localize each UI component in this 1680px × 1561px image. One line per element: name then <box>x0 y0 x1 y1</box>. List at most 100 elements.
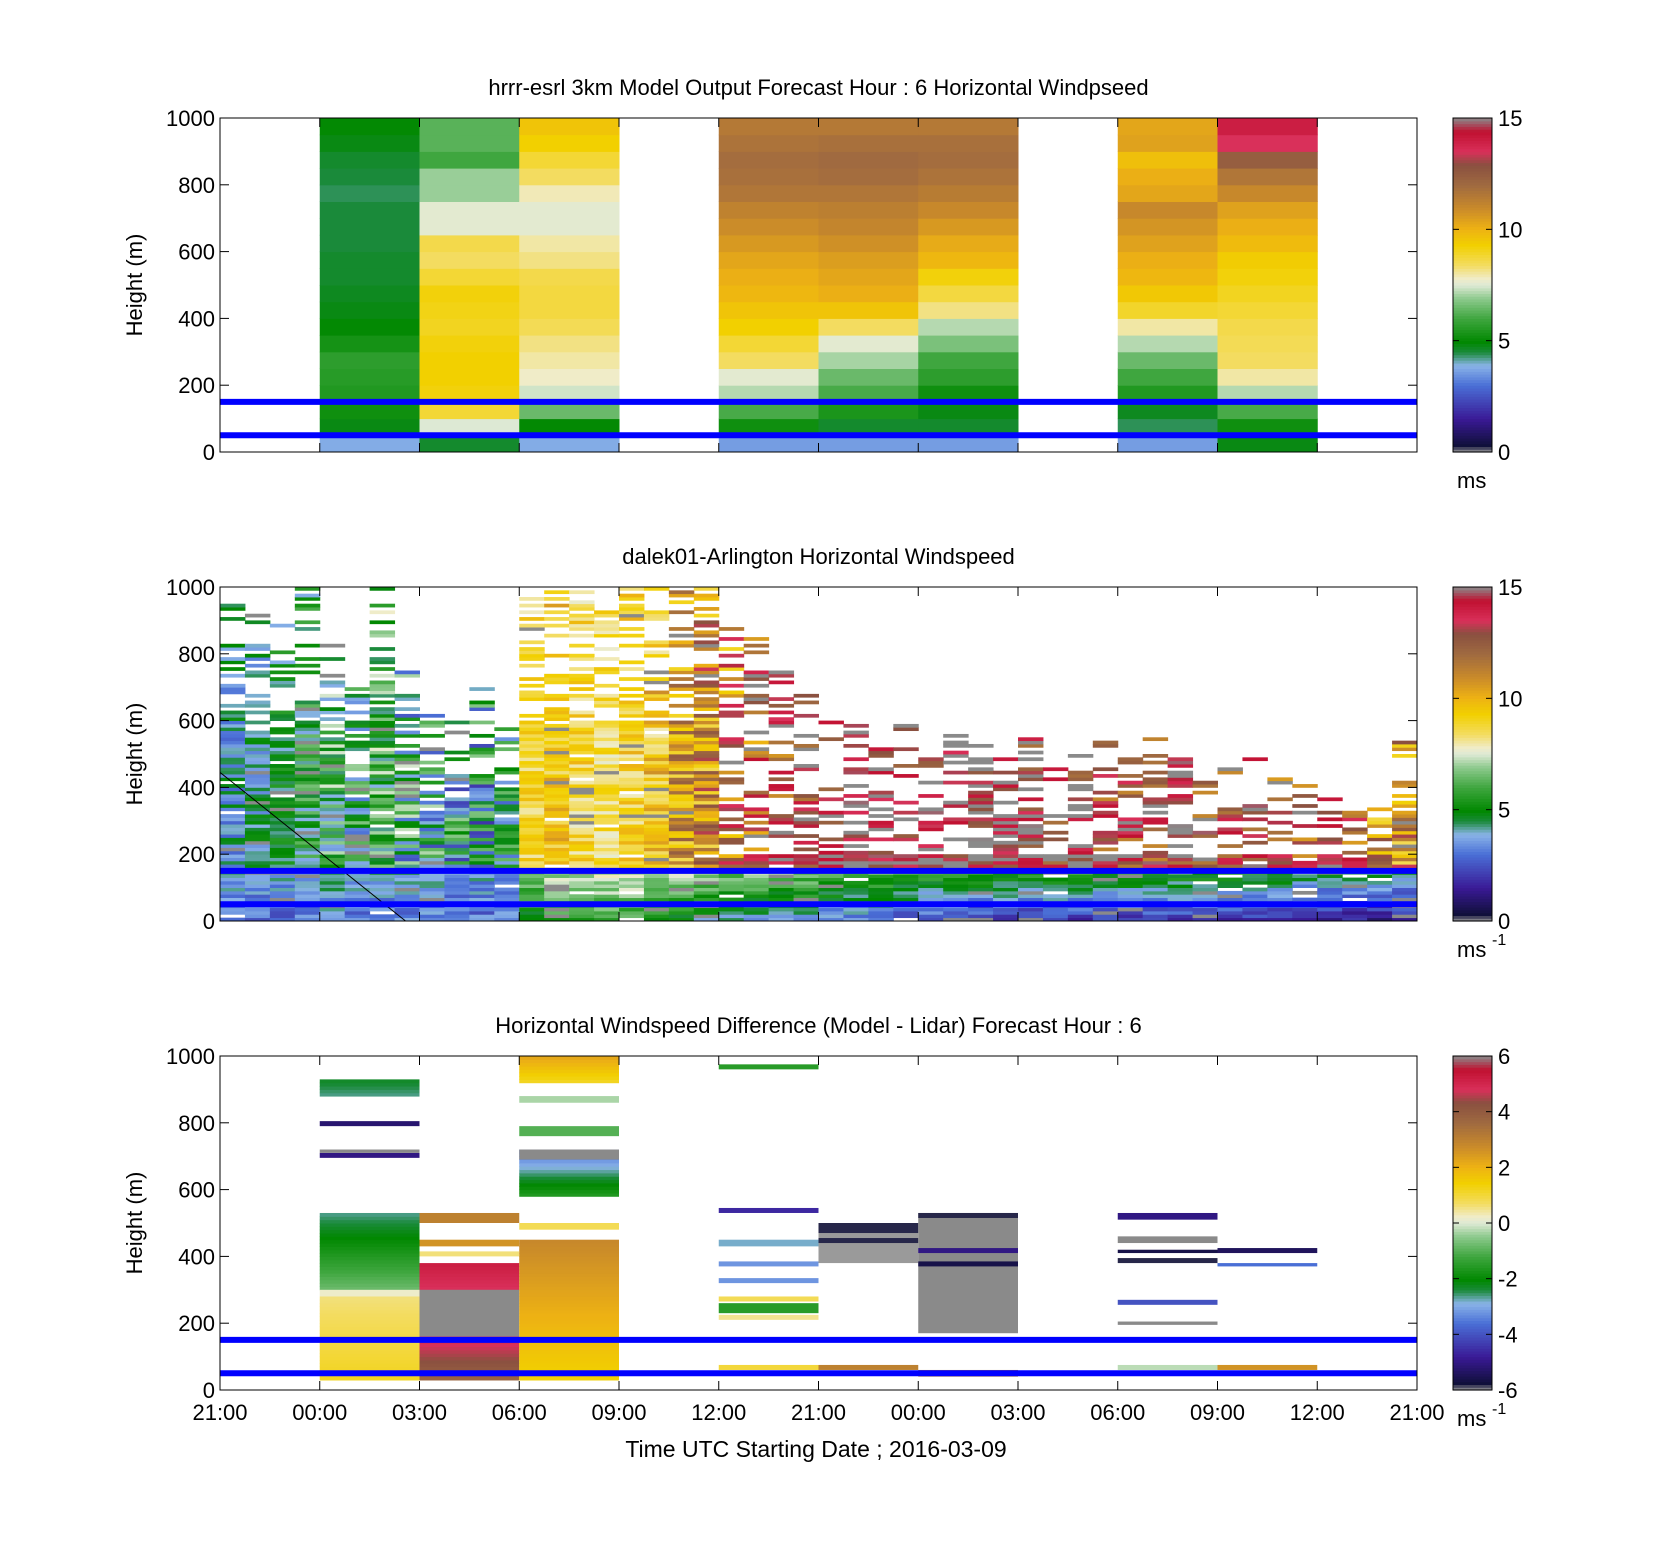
lidar-cell <box>1392 743 1418 748</box>
lidar-cell <box>643 794 670 798</box>
colorbar-swatch <box>1453 781 1492 786</box>
lidar-cell <box>569 687 595 691</box>
lidar-cell <box>1167 774 1194 778</box>
lidar-cell <box>693 857 720 862</box>
lidar-cell <box>1167 877 1194 882</box>
colorbar-swatch <box>1453 840 1492 844</box>
lidar-cell <box>918 820 944 825</box>
lidar-cell <box>1392 884 1418 888</box>
colorbar-swatch <box>1453 1334 1492 1338</box>
lidar-cell <box>594 697 620 701</box>
lidar-cell <box>319 790 346 795</box>
model-cell <box>1217 318 1318 336</box>
lidar-cell <box>768 820 795 825</box>
lidar-cell <box>1092 917 1119 922</box>
lidar-cell <box>1342 814 1368 818</box>
lidar-cell <box>768 697 795 701</box>
lidar-cell <box>369 844 396 848</box>
lidar-cell <box>668 814 695 818</box>
colorbar-swatch <box>1453 1331 1492 1335</box>
lidar-cell <box>344 723 371 728</box>
lidar-cell <box>419 917 445 922</box>
lidar-cell <box>743 910 770 915</box>
lidar-cell <box>519 750 545 755</box>
lidar-cell <box>1067 770 1094 775</box>
lidar-cell <box>544 804 570 808</box>
lidar-cell <box>569 794 595 798</box>
lidar-cell <box>643 814 670 818</box>
lidar-cell <box>1217 880 1243 885</box>
lidar-cell <box>918 757 944 762</box>
x-tick-label: 06:00 <box>492 1400 547 1425</box>
model-cell <box>519 168 620 186</box>
lidar-cell <box>544 677 570 681</box>
lidar-cell <box>594 794 620 798</box>
lidar-cell <box>943 894 969 899</box>
lidar-cell <box>1367 887 1393 892</box>
lidar-cell <box>494 797 520 802</box>
lidar-cell <box>469 784 495 788</box>
lidar-cell <box>494 740 520 745</box>
lidar-cell <box>369 757 396 762</box>
lidar-cell <box>294 607 321 611</box>
colorbar-swatch <box>1453 1069 1492 1074</box>
colorbar-swatch <box>1453 879 1492 883</box>
lidar-cell <box>594 910 620 915</box>
lidar-cell <box>943 907 969 912</box>
lidar-cell <box>668 797 695 802</box>
lidar-cell <box>594 770 620 775</box>
model-cell <box>519 385 620 403</box>
lidar-cell <box>220 800 246 805</box>
lidar-cell <box>294 757 321 762</box>
lidar-cell <box>1092 894 1119 899</box>
lidar-cell <box>544 740 570 745</box>
lidar-cell <box>943 874 969 878</box>
lidar-cell <box>818 810 844 815</box>
lidar-cell <box>1067 887 1094 892</box>
lidar-cell <box>1092 910 1119 915</box>
lidar-cell <box>693 787 720 792</box>
colorbar-swatch <box>1453 1373 1492 1377</box>
lidar-cell <box>1317 887 1343 892</box>
lidar-cell <box>918 874 944 878</box>
lidar-cell <box>220 770 246 775</box>
lidar-cell <box>1142 850 1169 855</box>
lidar-cell <box>544 597 570 601</box>
lidar-cell <box>619 610 645 615</box>
lidar-cell <box>519 623 545 628</box>
lidar-cell <box>369 717 396 721</box>
lidar-cell <box>668 897 695 902</box>
lidar-cell <box>1142 800 1169 805</box>
lidar-cell <box>943 837 969 842</box>
lidar-cell <box>1167 784 1194 788</box>
lidar-cell <box>220 643 246 648</box>
lidar-cell <box>619 597 645 601</box>
lidar-cell <box>1067 847 1094 852</box>
lidar-cell <box>1167 874 1194 878</box>
lidar-cell <box>594 790 620 795</box>
lidar-cell <box>718 743 745 748</box>
model-cell <box>519 234 620 253</box>
lidar-cell <box>968 807 994 812</box>
lidar-cell <box>244 857 271 862</box>
colorbar-swatch <box>1453 257 1492 261</box>
lidar-cell <box>668 643 695 648</box>
colorbar-swatch <box>1453 651 1492 655</box>
lidar-cell <box>494 914 520 919</box>
lidar-cell <box>693 587 720 591</box>
lidar-cell <box>594 727 620 732</box>
colorbar-swatch <box>1453 1384 1492 1388</box>
lidar-cell <box>220 710 246 715</box>
lidar-cell <box>244 643 271 648</box>
lidar-cell <box>1117 880 1144 885</box>
lidar-cell <box>643 767 670 772</box>
lidar-cell <box>469 774 495 778</box>
lidar-cell <box>619 764 645 768</box>
colorbar-swatch <box>1453 1353 1492 1358</box>
lidar-cell <box>993 757 1019 762</box>
colorbar-swatch <box>1453 1103 1492 1107</box>
lidar-cell <box>544 917 570 922</box>
lidar-cell <box>369 804 396 808</box>
lidar-cell <box>594 627 620 631</box>
